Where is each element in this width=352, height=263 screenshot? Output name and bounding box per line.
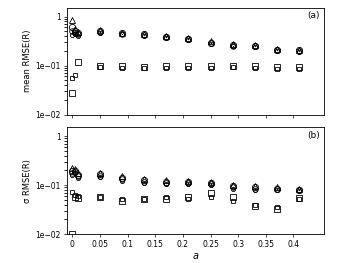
- X-axis label: a: a: [192, 251, 199, 261]
- Text: (b): (b): [307, 131, 320, 140]
- Y-axis label: mean RMSE(R): mean RMSE(R): [24, 30, 32, 93]
- Text: (a): (a): [308, 11, 320, 20]
- Y-axis label: σ RMSE(R): σ RMSE(R): [24, 159, 32, 203]
